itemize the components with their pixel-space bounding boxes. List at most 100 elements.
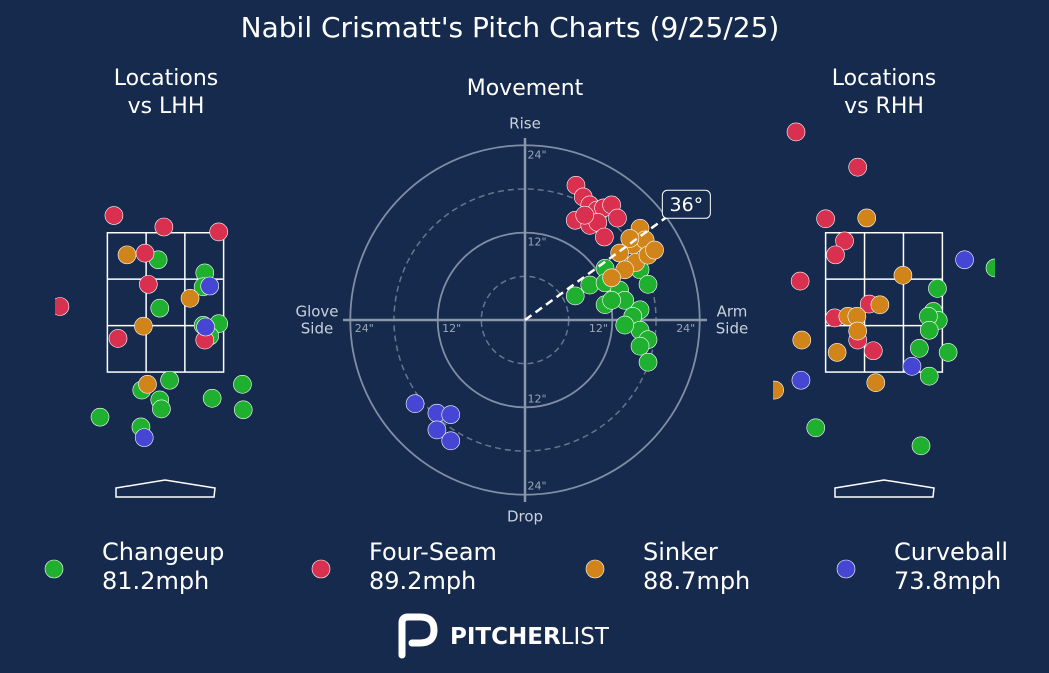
pitch-point: [911, 436, 931, 456]
strike-zone: [824, 231, 944, 373]
legend-name: Four-Seam: [369, 538, 497, 566]
pitch-point: [152, 399, 171, 419]
pitch-point: [645, 240, 664, 260]
pitch-point: [134, 316, 153, 336]
panel-title: vs RHH: [844, 94, 924, 119]
pitch-point: [104, 206, 124, 225]
tick-label: 12": [527, 392, 546, 405]
pitch-point: [441, 431, 461, 451]
logo: [398, 613, 438, 659]
pitch-point: [910, 338, 929, 358]
pitch-point: [90, 407, 110, 427]
legend-name: Sinker: [643, 538, 718, 566]
panel-title: Locations: [114, 66, 219, 91]
pitch-point: [602, 268, 621, 288]
pitch-point: [196, 317, 215, 337]
pitch-point: [575, 205, 594, 225]
pitch-point: [620, 229, 640, 248]
pitch-point: [630, 336, 650, 356]
legend-name: Curveball: [894, 538, 1008, 566]
pitch-point: [835, 231, 854, 251]
legend-marker: [44, 559, 64, 579]
pitch-point: [857, 208, 877, 228]
pitch-point: [233, 400, 253, 420]
pitch-point: [919, 366, 939, 386]
pitch-point: [602, 291, 621, 310]
pitch-point: [441, 405, 461, 424]
pitch-point: [608, 208, 627, 228]
pitch-point: [180, 289, 200, 308]
pitch-point: [209, 222, 229, 242]
pitch-point: [792, 330, 812, 350]
pitch-point: [150, 298, 170, 318]
points: [55, 206, 253, 447]
home-plate: [834, 479, 935, 498]
panel-title: Movement: [467, 76, 584, 101]
arm-angle-label: 36°: [670, 194, 704, 216]
tick-label: 12": [442, 322, 461, 335]
pitch-point: [864, 341, 883, 361]
pitch-point: [919, 320, 939, 340]
legend-speed: 81.2mph: [102, 567, 209, 595]
tick-label: 24": [527, 480, 546, 493]
axis-label: Glove: [295, 303, 338, 321]
pitch-point: [866, 373, 886, 393]
pitch-point: [139, 275, 158, 294]
pitch-point: [806, 418, 826, 438]
home-plate: [115, 479, 216, 498]
pitch-point: [427, 420, 447, 440]
pitch-point: [405, 394, 425, 414]
axis-label: Drop: [507, 508, 543, 526]
pitch-point: [117, 245, 137, 265]
axis-label: Side: [301, 320, 333, 338]
brand-part: LIST: [561, 624, 610, 650]
panel-title: vs LHH: [128, 94, 205, 119]
pitch-point: [135, 243, 155, 263]
tick-label: 24": [527, 148, 546, 161]
pitch-point: [773, 380, 784, 400]
legend-marker: [311, 559, 331, 579]
tick-label: 24": [676, 322, 695, 335]
axis-label: Rise: [509, 115, 541, 133]
tick-label: 12": [589, 322, 608, 335]
pitch-point: [791, 370, 811, 390]
pitch-point: [202, 388, 222, 408]
pitch-point: [200, 276, 219, 296]
legend-marker: [585, 559, 605, 579]
pitch-point: [790, 271, 810, 291]
pitch-point: [595, 227, 614, 247]
tick-label: 24": [355, 322, 374, 335]
pitch-point: [638, 352, 658, 372]
pitch-point: [985, 258, 995, 278]
legend-name: Changeup: [102, 538, 224, 566]
axis-label: Side: [716, 320, 748, 338]
pitch-point: [134, 428, 154, 447]
pitch-point: [154, 217, 174, 237]
pitch-point: [55, 297, 70, 316]
pitch-point: [826, 245, 845, 265]
pitch-point: [638, 275, 658, 294]
pitch-point: [848, 321, 867, 341]
panel-title: Locations: [832, 66, 937, 91]
pitch-point: [160, 370, 179, 390]
legend-speed: 88.7mph: [643, 567, 750, 595]
arm-angle: [524, 216, 668, 322]
pitch-point: [893, 266, 913, 285]
tick-label: 12": [527, 236, 546, 249]
arm-angle-box: [661, 189, 711, 219]
pitch-point: [848, 157, 867, 177]
pitch-point: [108, 329, 128, 348]
pitch-point: [870, 295, 890, 315]
legend-marker: [836, 559, 856, 579]
pitch-point: [928, 279, 947, 298]
pitch-point: [565, 286, 585, 306]
legend-speed: 73.8mph: [894, 567, 1001, 595]
chart-title: Nabil Crismatt's Pitch Charts (9/25/25): [241, 11, 780, 44]
pitch-point: [816, 209, 835, 229]
legend-speed: 89.2mph: [369, 567, 476, 595]
points: [773, 122, 995, 456]
pitch-point: [827, 343, 847, 362]
pitch-point: [233, 375, 252, 394]
